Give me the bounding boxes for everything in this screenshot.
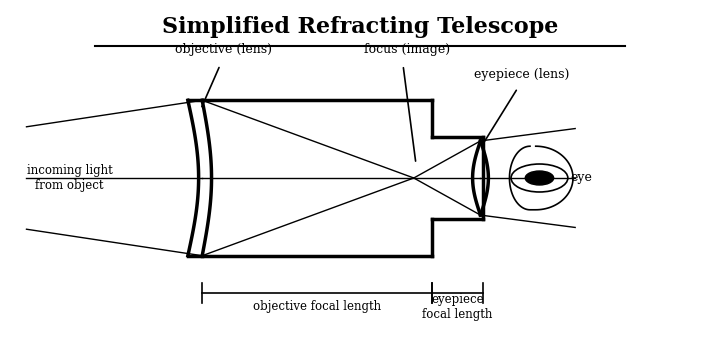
Text: focus (image): focus (image) (364, 43, 450, 56)
Circle shape (526, 171, 554, 185)
Text: eyepiece (lens): eyepiece (lens) (474, 68, 569, 81)
Text: eye: eye (570, 172, 592, 184)
Text: incoming light
from object: incoming light from object (27, 164, 112, 192)
Text: Simplified Refracting Telescope: Simplified Refracting Telescope (162, 16, 558, 37)
Text: objective focal length: objective focal length (253, 300, 381, 313)
Text: eyepiece
focal length: eyepiece focal length (423, 293, 492, 321)
Text: objective (lens): objective (lens) (175, 43, 272, 56)
